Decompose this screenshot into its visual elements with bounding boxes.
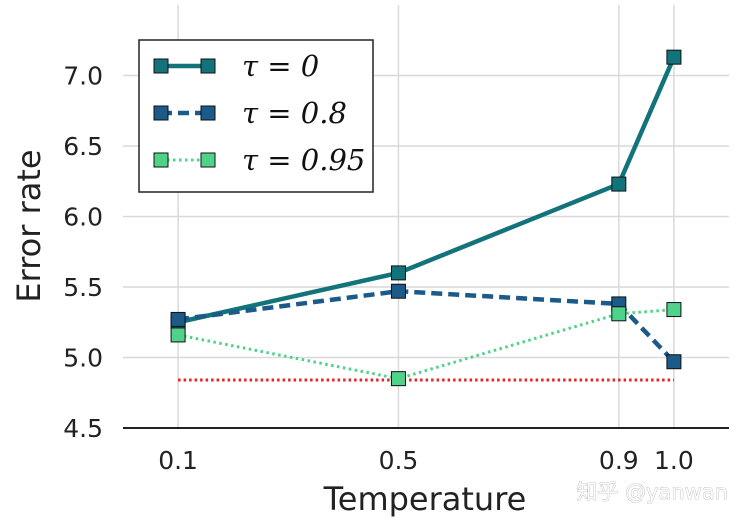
y-tick-label: 6.5 bbox=[63, 132, 103, 161]
legend-frame bbox=[138, 39, 374, 193]
y-tick-label: 6.0 bbox=[63, 203, 103, 232]
data-point bbox=[611, 306, 627, 322]
series-group bbox=[170, 49, 682, 387]
data-point bbox=[390, 265, 406, 281]
legend-marker bbox=[153, 152, 169, 168]
y-tick-label: 5.0 bbox=[63, 344, 103, 373]
legend-label: τ = 0.8 bbox=[242, 96, 347, 130]
data-point bbox=[390, 371, 406, 387]
legend: τ = 0 τ = 0.8 τ = 0.95 bbox=[138, 39, 374, 193]
legend-marker bbox=[200, 105, 216, 121]
series-line bbox=[177, 56, 676, 325]
series-line bbox=[177, 308, 675, 381]
legend-marker bbox=[153, 58, 169, 74]
watermark: 知乎 @yanwan bbox=[576, 480, 728, 504]
data-point bbox=[666, 354, 682, 370]
data-point bbox=[666, 49, 682, 65]
legend-marker bbox=[200, 152, 216, 168]
x-tick-label: 0.5 bbox=[379, 446, 419, 475]
x-tick-label: 1.0 bbox=[654, 446, 694, 475]
series-line bbox=[177, 288, 676, 364]
series-2 bbox=[170, 302, 682, 387]
legend-marker bbox=[200, 58, 216, 74]
y-tick-label: 5.5 bbox=[63, 273, 103, 302]
legend-marker bbox=[153, 105, 169, 121]
x-tick-label: 0.1 bbox=[158, 446, 198, 475]
y-tick-label: 7.0 bbox=[63, 62, 103, 91]
y-axis-title: Error rate bbox=[10, 149, 48, 302]
x-tick-label: 0.9 bbox=[599, 446, 639, 475]
data-point bbox=[390, 283, 406, 299]
data-point bbox=[666, 302, 682, 318]
data-point bbox=[170, 327, 186, 343]
data-point bbox=[611, 176, 627, 192]
legend-label: τ = 0.95 bbox=[242, 143, 365, 177]
y-tick-label: 4.5 bbox=[63, 414, 103, 443]
data-point bbox=[170, 311, 186, 327]
series-1 bbox=[170, 283, 682, 370]
legend-label: τ = 0 bbox=[242, 49, 319, 83]
tick-labels: 4.5 5.0 5.5 6.0 6.5 7.0 0.1 0.5 0.9 1.0 bbox=[63, 62, 694, 476]
x-axis-title: Temperature bbox=[323, 480, 527, 518]
